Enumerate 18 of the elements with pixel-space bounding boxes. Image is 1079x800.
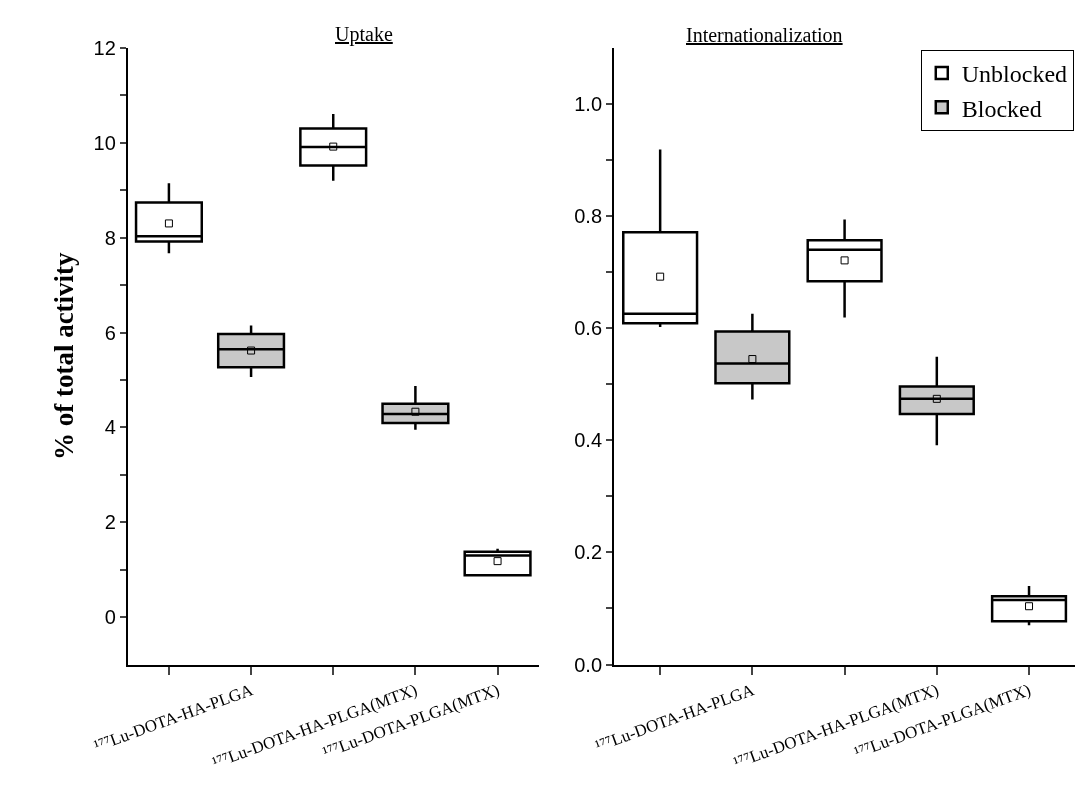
chart-title: Internationalization xyxy=(686,24,843,46)
legend-label: Unblocked xyxy=(961,61,1068,88)
y-tick-label: 6 xyxy=(104,321,116,344)
y-tick-label: 0.0 xyxy=(574,653,603,676)
y-tick-label: 4 xyxy=(104,416,116,439)
y-tick-label: 10 xyxy=(93,131,116,154)
y-tick-label: 8 xyxy=(104,226,116,249)
y-axis-title: % of total activity xyxy=(49,251,80,461)
y-tick-label: 0.6 xyxy=(574,317,603,340)
y-tick-label: 0.8 xyxy=(574,205,603,228)
y-tick-label: 0.4 xyxy=(574,429,603,452)
y-tick-label: 2 xyxy=(104,511,116,534)
y-tick-label: 12 xyxy=(93,36,116,59)
y-tick-label: 1.0 xyxy=(574,93,603,115)
y-tick-label: 0.2 xyxy=(574,541,603,564)
chart-title: Uptake xyxy=(335,23,393,46)
legend-label: Blocked xyxy=(961,95,1042,122)
y-tick-label: 0 xyxy=(104,606,116,629)
